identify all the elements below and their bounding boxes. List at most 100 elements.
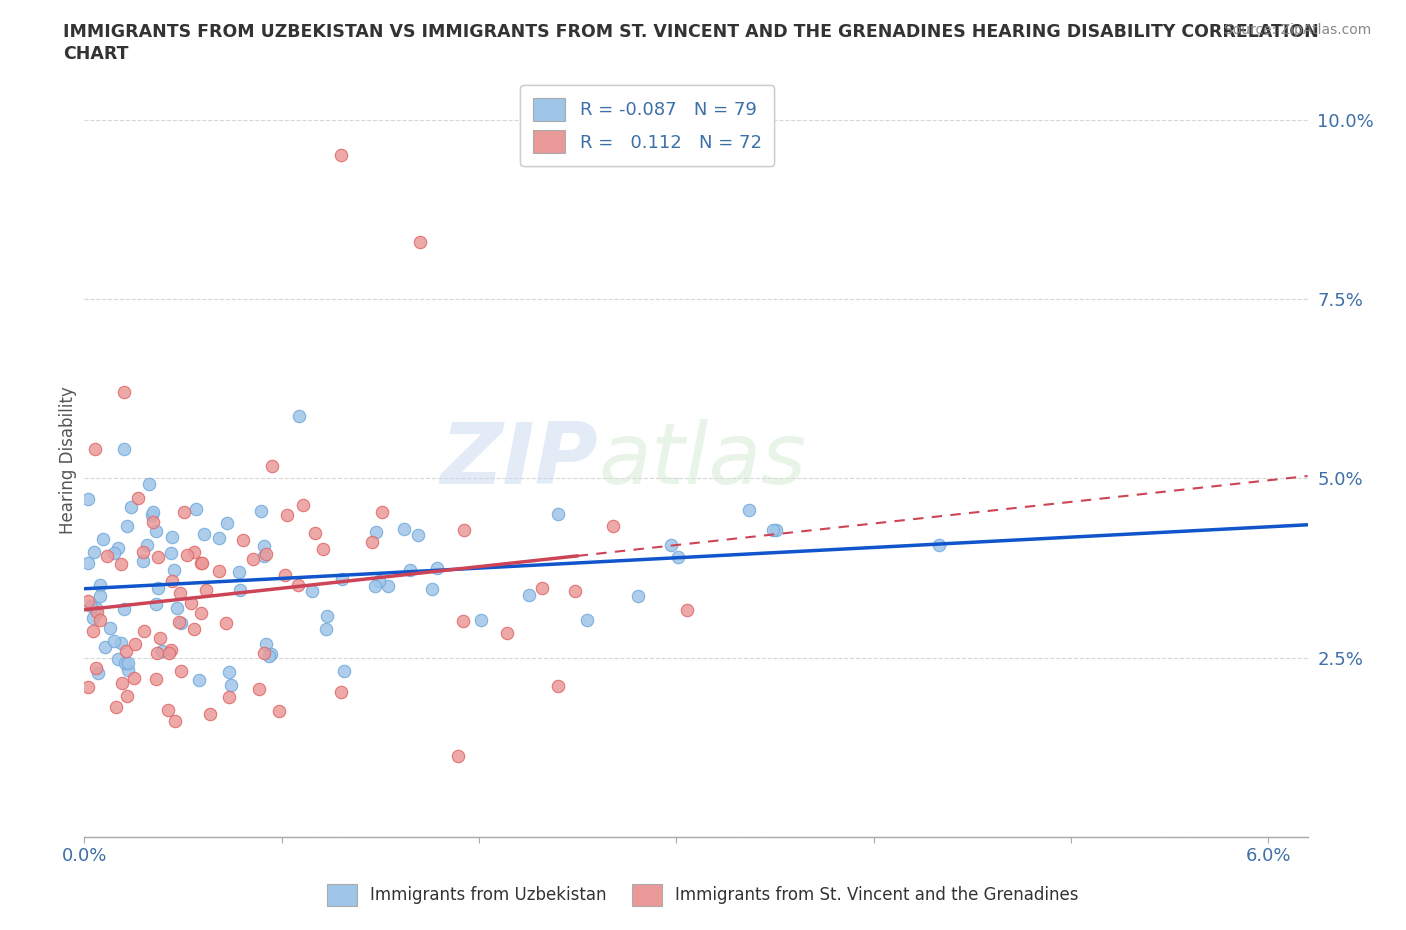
Point [602, 519, 624, 534]
Point [122, 671, 145, 685]
Point [124, 636, 146, 651]
Point [228, 565, 250, 579]
Point [117, 655, 139, 670]
Point [107, 540, 129, 555]
Point [333, 663, 356, 678]
Point [117, 663, 139, 678]
Point [257, 648, 280, 663]
Point [360, 535, 382, 550]
Point [107, 651, 129, 666]
Point [330, 684, 353, 699]
Point [250, 503, 273, 518]
Point [145, 597, 167, 612]
Point [470, 612, 492, 627]
Point [114, 644, 136, 658]
Point [232, 533, 254, 548]
Point [316, 608, 339, 623]
Point [166, 601, 188, 616]
Point [103, 633, 125, 648]
Point [254, 547, 277, 562]
Point [274, 568, 297, 583]
Point [89, 589, 111, 604]
Point [762, 523, 785, 538]
Point [112, 602, 135, 617]
Point [262, 458, 284, 473]
Point [103, 546, 125, 561]
Point [86, 604, 108, 619]
Point [219, 678, 242, 693]
Point [260, 646, 283, 661]
Y-axis label: Hearing Disability: Hearing Disability [59, 387, 77, 534]
Point [80, 599, 103, 614]
Point [451, 614, 474, 629]
Point [84, 601, 107, 616]
Point [229, 582, 252, 597]
Legend: Immigrants from Uzbekistan, Immigrants from St. Vincent and the Grenadines: Immigrants from Uzbekistan, Immigrants f… [321, 878, 1085, 912]
Point [738, 502, 761, 517]
Text: Source: ZipAtlas.com: Source: ZipAtlas.com [1223, 23, 1371, 37]
Point [576, 612, 599, 627]
Point [120, 499, 142, 514]
Point [104, 699, 127, 714]
Point [367, 574, 389, 589]
Point [160, 643, 183, 658]
Point [141, 508, 163, 523]
Point [253, 538, 276, 553]
Point [190, 555, 212, 570]
Point [406, 528, 429, 543]
Point [198, 706, 221, 721]
Point [547, 506, 569, 521]
Point [666, 550, 689, 565]
Point [84, 660, 107, 675]
Point [112, 441, 135, 456]
Point [117, 518, 139, 533]
Point [564, 583, 586, 598]
Point [170, 663, 193, 678]
Point [409, 234, 432, 249]
Point [392, 522, 415, 537]
Point [218, 689, 240, 704]
Point [84, 442, 107, 457]
Point [114, 656, 136, 671]
Point [132, 623, 155, 638]
Point [208, 531, 231, 546]
Point [142, 514, 165, 529]
Text: ZIP: ZIP [440, 418, 598, 502]
Point [765, 523, 787, 538]
Point [371, 505, 394, 520]
Point [447, 749, 470, 764]
Point [160, 529, 183, 544]
Point [110, 556, 132, 571]
Point [253, 549, 276, 564]
Point [110, 636, 132, 651]
Point [304, 525, 326, 540]
Point [329, 148, 352, 163]
Point [517, 588, 540, 603]
Legend: R = -0.087   N = 79, R =   0.112   N = 72: R = -0.087 N = 79, R = 0.112 N = 72 [520, 86, 775, 166]
Point [146, 646, 169, 661]
Point [112, 385, 135, 400]
Point [150, 644, 173, 658]
Point [207, 564, 229, 578]
Point [190, 555, 212, 570]
Point [453, 523, 475, 538]
Point [218, 665, 240, 680]
Point [292, 498, 315, 512]
Point [160, 574, 183, 589]
Point [131, 545, 153, 560]
Point [183, 621, 205, 636]
Point [287, 409, 309, 424]
Point [82, 610, 104, 625]
Text: atlas: atlas [598, 418, 806, 502]
Point [183, 544, 205, 559]
Point [675, 603, 697, 618]
Point [96, 548, 118, 563]
Point [132, 553, 155, 568]
Point [247, 682, 270, 697]
Point [330, 571, 353, 586]
Point [195, 583, 218, 598]
Point [77, 679, 100, 694]
Point [287, 578, 309, 592]
Point [145, 671, 167, 686]
Point [187, 672, 209, 687]
